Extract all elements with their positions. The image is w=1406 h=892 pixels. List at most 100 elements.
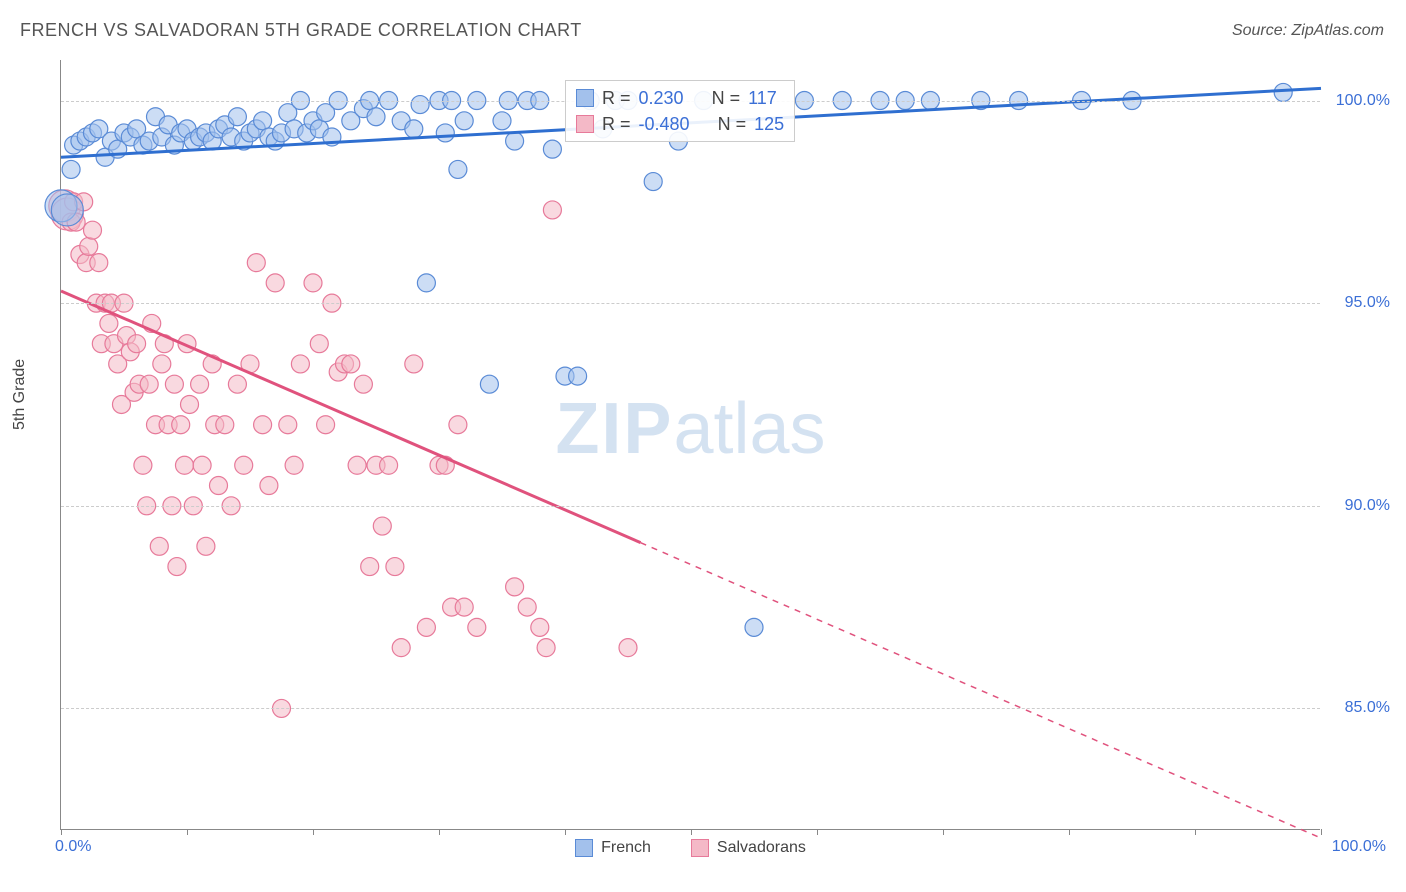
salvadorans-point: [342, 355, 360, 373]
stats-r-label-french: R =: [602, 85, 631, 111]
salvadorans-point: [168, 558, 186, 576]
salvadorans-point: [247, 254, 265, 272]
french-point: [455, 112, 473, 130]
x-tick: [313, 829, 314, 835]
stats-r-value-french: 0.230: [639, 85, 684, 111]
salvadorans-point: [361, 558, 379, 576]
salvadorans-point: [134, 456, 152, 474]
stats-swatch-salvadorans: [576, 115, 594, 133]
x-tick: [817, 829, 818, 835]
plot-area: ZIPatlas 85.0%90.0%95.0%100.0% R = 0.230…: [60, 60, 1320, 830]
salvadorans-point: [392, 639, 410, 657]
correlation-stats-box: R = 0.230 N = 117 R = -0.480 N = 125: [565, 80, 795, 142]
salvadorans-point: [193, 456, 211, 474]
french-point: [254, 112, 272, 130]
salvadorans-point: [150, 537, 168, 555]
salvadorans-point: [291, 355, 309, 373]
french-point: [493, 112, 511, 130]
x-axis-max-label: 100.0%: [1332, 838, 1386, 856]
salvadorans-point: [254, 416, 272, 434]
salvadorans-point: [537, 639, 555, 657]
salvadorans-point: [405, 355, 423, 373]
y-tick-label: 95.0%: [1330, 294, 1390, 312]
french-point: [1274, 83, 1292, 101]
stats-n-value-salvadorans: 125: [754, 111, 784, 137]
salvadorans-point: [455, 598, 473, 616]
salvadorans-point: [197, 537, 215, 555]
french-point: [411, 96, 429, 114]
salvadorans-point: [165, 375, 183, 393]
stats-n-value-french: 117: [748, 85, 777, 111]
gridline: [61, 303, 1320, 304]
french-point: [405, 120, 423, 138]
salvadorans-point: [279, 416, 297, 434]
salvadorans-point: [266, 274, 284, 292]
salvadorans-point: [348, 456, 366, 474]
x-tick: [187, 829, 188, 835]
salvadorans-point: [140, 375, 158, 393]
french-point: [569, 367, 587, 385]
salvadorans-point: [172, 416, 190, 434]
x-tick: [1321, 829, 1322, 835]
y-axis-label: 5th Grade: [11, 359, 29, 430]
y-tick-label: 85.0%: [1330, 699, 1390, 717]
salvadorans-point: [417, 618, 435, 636]
salvadorans-point: [216, 416, 234, 434]
salvadorans-point: [175, 456, 193, 474]
legend-label-french: French: [601, 839, 651, 857]
salvadorans-point: [181, 395, 199, 413]
french-point: [367, 108, 385, 126]
x-tick: [61, 829, 62, 835]
salvadorans-point: [90, 254, 108, 272]
salvadorans-point: [235, 456, 253, 474]
french-point: [417, 274, 435, 292]
plot-svg: [61, 60, 1320, 829]
x-tick: [943, 829, 944, 835]
legend-swatch-french: [575, 839, 593, 857]
french-point: [228, 108, 246, 126]
french-point: [449, 160, 467, 178]
x-tick: [439, 829, 440, 835]
stats-n-label-salvadorans: N =: [718, 111, 747, 137]
stats-swatch-french: [576, 89, 594, 107]
gridline: [61, 506, 1320, 507]
salvadorans-point: [80, 237, 98, 255]
salvadorans-point: [373, 517, 391, 535]
salvadorans-point: [518, 598, 536, 616]
x-tick: [691, 829, 692, 835]
legend-swatch-salvadorans: [691, 839, 709, 857]
french-point: [543, 140, 561, 158]
salvadorans-point: [506, 578, 524, 596]
x-tick: [565, 829, 566, 835]
salvadorans-trend-line-extrapolated: [641, 543, 1321, 838]
salvadorans-point: [128, 335, 146, 353]
legend-label-salvadorans: Salvadorans: [717, 839, 806, 857]
y-tick-label: 90.0%: [1330, 497, 1390, 515]
y-tick-label: 100.0%: [1330, 92, 1390, 110]
legend: French Salvadorans: [61, 839, 1320, 857]
french-point: [745, 618, 763, 636]
x-tick: [1195, 829, 1196, 835]
salvadorans-point: [543, 201, 561, 219]
salvadorans-point: [619, 639, 637, 657]
french-point: [506, 132, 524, 150]
stats-n-label-french: N =: [712, 85, 741, 111]
french-point: [51, 194, 83, 226]
salvadorans-point: [153, 355, 171, 373]
salvadorans-point: [354, 375, 372, 393]
salvadorans-point: [317, 416, 335, 434]
gridline: [61, 708, 1320, 709]
salvadorans-point: [386, 558, 404, 576]
salvadorans-point: [260, 477, 278, 495]
french-point: [62, 160, 80, 178]
salvadorans-point: [84, 221, 102, 239]
salvadorans-point: [380, 456, 398, 474]
salvadorans-point: [210, 477, 228, 495]
salvadorans-point: [468, 618, 486, 636]
x-tick: [1069, 829, 1070, 835]
stats-row-french: R = 0.230 N = 117: [576, 85, 784, 111]
french-point: [436, 124, 454, 142]
chart-title: FRENCH VS SALVADORAN 5TH GRADE CORRELATI…: [20, 20, 582, 41]
salvadorans-point: [100, 314, 118, 332]
french-point: [480, 375, 498, 393]
